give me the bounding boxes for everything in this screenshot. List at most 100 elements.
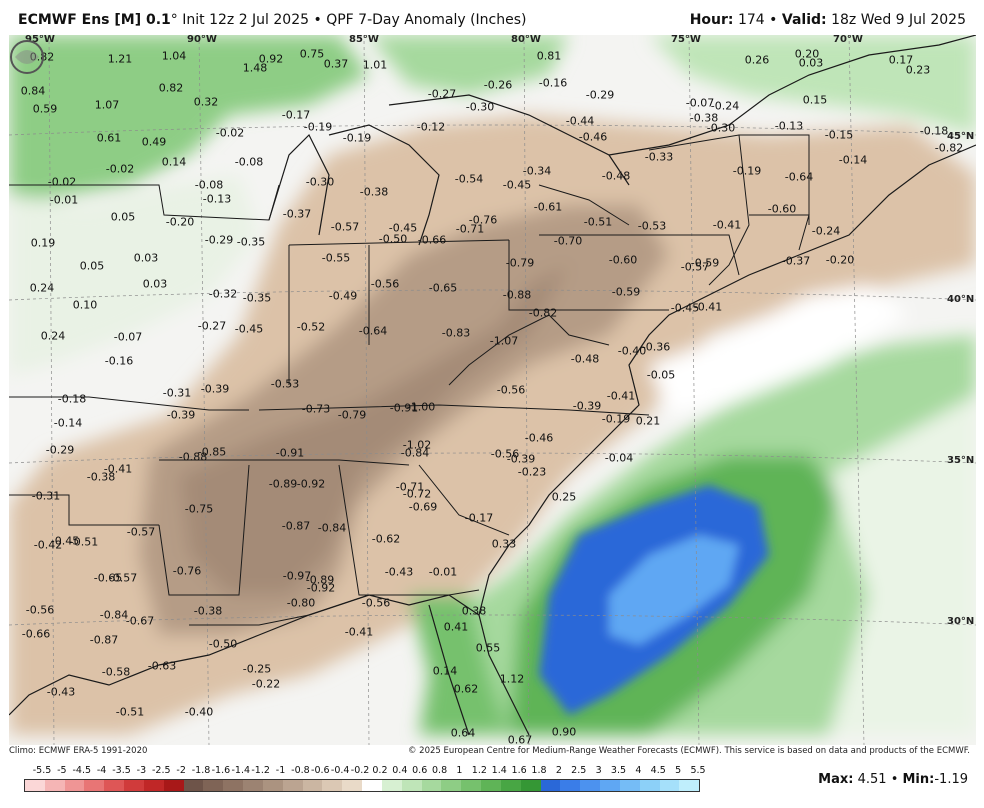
anomaly-value: -0.41 — [712, 218, 742, 232]
colorbar-swatch — [639, 780, 660, 791]
anomaly-value: -0.30 — [465, 100, 495, 114]
anomaly-value: 0.67 — [507, 733, 533, 746]
anomaly-value: -0.85 — [197, 445, 227, 459]
anomaly-value: 0.24 — [40, 329, 66, 343]
valid-value: 18z Wed 9 Jul 2025 — [831, 12, 966, 28]
anomaly-value: -0.54 — [454, 172, 484, 186]
anomaly-value: 1.07 — [94, 98, 120, 112]
anomaly-value: -0.84 — [317, 521, 347, 535]
colorbar-label: -1.8 — [191, 765, 211, 776]
colorbar-label: -1 — [275, 765, 286, 776]
map-title: ECMWF Ens [M] 0.1° Init 12z 2 Jul 2025 •… — [18, 12, 526, 28]
anomaly-value: -0.89 — [268, 477, 298, 491]
anomaly-value: -0.45 — [50, 534, 80, 548]
colorbar-label: 1.2 — [471, 765, 487, 776]
anomaly-value: -0.43 — [384, 565, 414, 579]
anomaly-value: -0.02 — [215, 126, 245, 140]
anomaly-value: -0.51 — [69, 535, 99, 549]
anomaly-value: -0.79 — [505, 256, 535, 270]
anomaly-map[interactable]: 0.82 1.21 1.04 0.82 1.48 0.92 0.75 0.37 1.01 0.81… — [9, 35, 976, 745]
colorbar-swatch — [381, 780, 402, 791]
anomaly-value: -0.17 — [281, 108, 311, 122]
colorbar-swatch — [84, 780, 105, 791]
lon-label: 95°W — [25, 35, 55, 45]
anomaly-value: -0.59 — [611, 285, 641, 299]
anomaly-value: -0.46 — [578, 130, 608, 144]
anomaly-value: -0.60 — [767, 202, 797, 216]
anomaly-value: 0.38 — [461, 604, 487, 618]
anomaly-value: -0.02 — [47, 175, 77, 189]
anomaly-value: -0.41 — [606, 389, 636, 403]
coastline — [9, 35, 976, 736]
anomaly-value: -0.61 — [533, 200, 563, 214]
anomaly-value: -0.25 — [242, 662, 272, 676]
anomaly-value: -0.38 — [359, 185, 389, 199]
anomaly-value: -1.02 — [402, 438, 432, 452]
anomaly-value: -0.38 — [689, 111, 719, 125]
anomaly-value: -0.27 — [197, 319, 227, 333]
colorbar-label: -1.4 — [231, 765, 251, 776]
anomaly-value: -0.34 — [522, 164, 552, 178]
anomaly-value: 0.03 — [133, 251, 159, 265]
colorbar-swatch — [342, 780, 363, 791]
colorbar-label: -0.4 — [330, 765, 350, 776]
colorbar-label: 2 — [555, 765, 562, 776]
colorbar — [24, 779, 700, 792]
anomaly-value: -0.41 — [344, 625, 374, 639]
anomaly-value: -0.33 — [644, 150, 674, 164]
hour-value: 174 — [737, 12, 765, 28]
anomaly-value: -0.16 — [538, 76, 568, 90]
lon-label: 70°W — [833, 35, 863, 45]
anomaly-value: -0.19 — [303, 120, 333, 134]
anomaly-value: -0.88 — [178, 450, 208, 464]
anomaly-value: -0.66 — [21, 627, 51, 641]
lon-label: 85°W — [349, 35, 379, 45]
colorbar-swatch — [262, 780, 283, 791]
lat-label: 45°N — [947, 131, 975, 142]
colorbar-swatch — [520, 780, 541, 791]
anomaly-value: -0.35 — [242, 291, 272, 305]
colorbar-label: -0.8 — [291, 765, 310, 776]
anomaly-value: 0.81 — [536, 49, 562, 63]
max-min-readout: Max: 4.51 • Min:-1.19 — [818, 772, 968, 787]
colorbar-swatch — [143, 780, 164, 791]
anomaly-value: -0.60 — [608, 253, 638, 267]
anomaly-value: -0.57 — [680, 260, 710, 274]
anomaly-value: -0.07 — [685, 96, 715, 110]
anomaly-value: -0.19 — [342, 131, 372, 145]
colorbar-label: 0.2 — [372, 765, 388, 776]
anomaly-value: 1.48 — [242, 61, 268, 75]
anomaly-value: -0.70 — [553, 234, 583, 248]
anomaly-value: -0.66 — [417, 233, 447, 247]
green-northeast — [649, 35, 976, 135]
anomaly-value: -0.39 — [200, 382, 230, 396]
anomaly-value: -0.14 — [53, 416, 83, 430]
anomaly-value: -0.12 — [416, 120, 446, 134]
anomaly-value: -0.65 — [428, 281, 458, 295]
header-bar: ECMWF Ens [M] 0.1° Init 12z 2 Jul 2025 •… — [0, 0, 984, 34]
anomaly-value: -0.22 — [251, 677, 281, 691]
colorbar-label: -3.5 — [112, 765, 131, 776]
anomaly-value: 0.24 — [29, 281, 55, 295]
colorbar-swatch — [619, 780, 640, 791]
anomaly-value: -0.39 — [506, 452, 536, 466]
colorbar-label: -2.5 — [151, 765, 171, 776]
anomaly-value: 0.03 — [142, 277, 168, 291]
boundaries — [9, 134, 810, 626]
anomaly-value: -0.40 — [184, 705, 214, 719]
colorbar-swatch — [461, 780, 482, 791]
anomaly-value: -0.02 — [105, 162, 135, 176]
valid-info: Hour: 174 • Valid: 18z Wed 9 Jul 2025 — [690, 12, 966, 28]
colorbar-labels: -5.5 -5 -4.5 -4 -3.5 -3 -2.5 -2 -1.8 -1.6 -1.4 -1.2… — [24, 765, 706, 777]
colorbar-label: 4 — [635, 765, 642, 776]
anomaly-value: -0.92 — [306, 581, 336, 595]
colorbar-swatch — [124, 780, 144, 791]
green-northwest-light — [9, 175, 259, 375]
colorbar-swatch — [500, 780, 521, 791]
anomaly-value: -0.87 — [89, 633, 119, 647]
anomaly-value: 1.21 — [107, 52, 133, 66]
colorbar-swatch — [421, 780, 442, 791]
colorbar-label: 5.5 — [690, 765, 706, 776]
colorbar-label: -1.2 — [251, 765, 270, 776]
anomaly-value: -0.07 — [113, 330, 143, 344]
